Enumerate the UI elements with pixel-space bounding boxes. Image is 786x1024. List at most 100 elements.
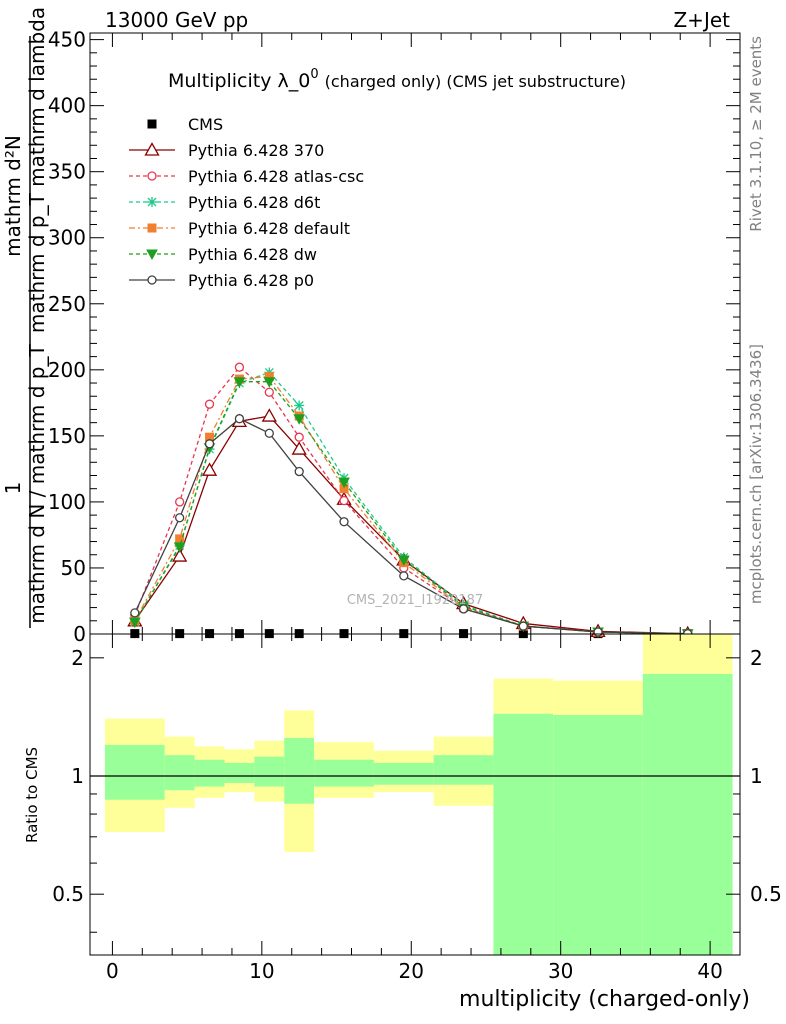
mcplots-label: mcplots.cern.ch [arXiv:1306.3436] bbox=[747, 344, 765, 604]
series-point bbox=[204, 439, 215, 449]
ytick-label: 200 bbox=[48, 358, 86, 382]
ratio-plot-frame bbox=[89, 633, 741, 956]
ylabel-prefix-den: mathrm d N / mathrm d p_T bbox=[25, 344, 49, 624]
ratio-band-stat bbox=[642, 673, 733, 955]
series-point bbox=[397, 555, 410, 567]
legend-item: Pythia 6.428 d6t bbox=[129, 193, 320, 212]
series-point bbox=[263, 377, 276, 388]
ylabel-denominator: mathrm d p_T mathrm d lambda bbox=[25, 7, 49, 333]
ratio-ylabel: Ratio to CMS bbox=[23, 747, 41, 843]
xlabel: multiplicity (charged-only) bbox=[459, 987, 750, 1012]
series-point bbox=[339, 517, 349, 527]
main-ylabel: 1 mathrm d N / mathrm d p_T mathrm d²N m… bbox=[1, 7, 49, 628]
header-left: 13000 GeV pp bbox=[105, 8, 248, 32]
ytick-label: 0 bbox=[73, 622, 86, 646]
series-point bbox=[175, 513, 185, 523]
series-point bbox=[291, 441, 307, 455]
series-point bbox=[172, 548, 188, 562]
legend-marker bbox=[147, 223, 157, 233]
header-right: Z+Jet bbox=[673, 8, 730, 32]
ratio-band-stat bbox=[284, 737, 315, 804]
chart-title-main: Multiplicity λ_0 bbox=[168, 70, 310, 92]
legend-label: Pythia 6.428 d6t bbox=[188, 193, 320, 212]
ratio-bands bbox=[104, 634, 733, 955]
series-point bbox=[458, 604, 469, 614]
series-point bbox=[593, 627, 603, 637]
ytick-label: 150 bbox=[48, 424, 86, 448]
series-point bbox=[338, 477, 350, 489]
ytick-label: 250 bbox=[48, 292, 86, 316]
ratio-band-stat bbox=[224, 762, 255, 783]
series-point bbox=[234, 414, 245, 424]
ratio-band-stat bbox=[433, 755, 494, 785]
ylabel-prefix: 1 bbox=[1, 482, 25, 495]
series-point bbox=[130, 608, 140, 618]
rivet-label: Rivet 3.1.10, ≥ 2M events bbox=[747, 36, 765, 232]
legend-label: Pythia 6.428 atlas-csc bbox=[188, 167, 364, 186]
legend-label: Pythia 6.428 370 bbox=[188, 141, 324, 160]
watermark: CMS_2021_I1920187 bbox=[347, 593, 483, 608]
ratio-band-stat bbox=[373, 762, 434, 785]
series-point bbox=[264, 387, 274, 397]
xtick-label: 10 bbox=[249, 959, 274, 983]
xtick-label: 0 bbox=[106, 959, 119, 983]
ratio-ytick-label-right: 1 bbox=[750, 764, 763, 788]
legend-marker bbox=[147, 171, 157, 181]
ratio-band-stat bbox=[104, 744, 165, 800]
series-point bbox=[204, 399, 215, 409]
series-point bbox=[173, 542, 186, 553]
ratio-ytick-label: 1 bbox=[71, 764, 84, 788]
ratio-band-stat bbox=[553, 715, 643, 955]
legend-label: Pythia 6.428 p0 bbox=[188, 271, 314, 290]
legend-marker bbox=[147, 119, 157, 129]
series-point bbox=[175, 497, 185, 507]
legend-marker bbox=[147, 275, 157, 285]
main-axis-ticks: 0 50 100 150 200 250 300 350 400 450 bbox=[48, 28, 740, 646]
ratio-plot: 0.5 0.51 12 20 10 20 30 40 Ratio to CMS multipl… bbox=[23, 633, 782, 1012]
series-point bbox=[294, 432, 304, 442]
legend-item: CMS bbox=[147, 115, 223, 134]
legend-item: Pythia 6.428 default bbox=[129, 219, 350, 238]
legend-marker bbox=[144, 142, 160, 156]
ytick-label: 450 bbox=[48, 28, 86, 52]
series-point bbox=[294, 466, 304, 477]
ratio-ytick-label-right: 2 bbox=[750, 646, 763, 670]
ytick-label: 350 bbox=[48, 160, 86, 184]
legend-label: Pythia 6.428 dw bbox=[188, 245, 317, 264]
ytick-label: 50 bbox=[61, 556, 86, 580]
main-plot: 0 50 100 150 200 250 300 350 400 450 Multiplicity… bbox=[48, 28, 741, 646]
series-point bbox=[261, 408, 277, 422]
series-point bbox=[234, 362, 245, 372]
ratio-band-stat bbox=[254, 756, 285, 787]
series-point bbox=[201, 462, 218, 476]
legend-label: CMS bbox=[188, 115, 223, 134]
chart-title: Multiplicity λ_00 (charged only) (CMS jet… bbox=[168, 67, 626, 92]
ratio-band-stat bbox=[194, 759, 225, 787]
series-line bbox=[134, 417, 688, 635]
xtick-label: 40 bbox=[697, 959, 722, 983]
ratio-band-stat bbox=[493, 713, 554, 955]
series-point bbox=[399, 571, 409, 581]
ytick-label: 400 bbox=[48, 94, 86, 118]
chart-title-sup: 0 bbox=[310, 67, 318, 82]
ratio-axis-ticks: 0.5 0.51 12 20 10 20 30 40 bbox=[52, 634, 782, 983]
series-point bbox=[264, 428, 274, 438]
series-point bbox=[293, 414, 306, 425]
series-line bbox=[134, 415, 688, 635]
ratio-ytick-label: 0.5 bbox=[52, 882, 84, 906]
ratio-ytick-label-right: 0.5 bbox=[750, 882, 782, 906]
series-point bbox=[233, 377, 246, 388]
xtick-label: 30 bbox=[548, 959, 573, 983]
ratio-ytick-label: 2 bbox=[71, 646, 84, 670]
ytick-label: 100 bbox=[48, 490, 86, 514]
legend-item: Pythia 6.428 atlas-csc bbox=[129, 167, 364, 186]
legend-marker bbox=[147, 197, 157, 207]
legend-item: Pythia 6.428 dw bbox=[129, 245, 317, 264]
xtick-label: 20 bbox=[399, 959, 424, 983]
ratio-band-stat bbox=[164, 755, 195, 791]
legend-item: Pythia 6.428 370 bbox=[129, 141, 324, 160]
ytick-label: 300 bbox=[48, 226, 86, 250]
legend-label: Pythia 6.428 default bbox=[188, 219, 350, 238]
series-point bbox=[294, 400, 305, 411]
